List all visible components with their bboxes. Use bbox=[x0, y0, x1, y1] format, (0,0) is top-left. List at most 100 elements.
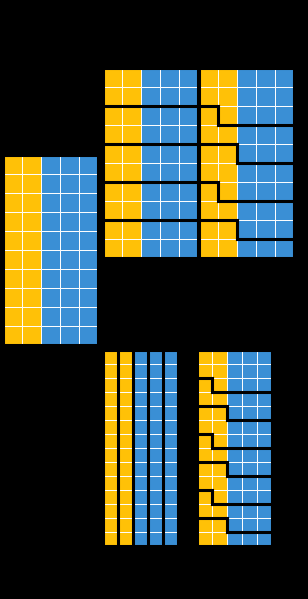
Bar bbox=[237, 201, 256, 220]
Bar bbox=[41, 288, 60, 307]
Bar bbox=[275, 106, 294, 125]
Bar bbox=[133, 448, 148, 462]
Bar bbox=[212, 392, 227, 406]
Bar bbox=[60, 326, 79, 345]
Bar bbox=[197, 378, 212, 392]
Bar bbox=[103, 144, 122, 163]
Bar bbox=[199, 68, 218, 87]
Bar bbox=[41, 212, 60, 231]
Bar bbox=[22, 307, 41, 326]
Bar bbox=[133, 434, 148, 448]
Bar bbox=[197, 476, 212, 490]
Bar bbox=[41, 231, 60, 250]
Bar bbox=[257, 476, 272, 490]
Bar bbox=[160, 68, 179, 87]
Bar bbox=[212, 504, 227, 518]
Bar bbox=[179, 182, 198, 201]
Bar bbox=[199, 106, 218, 125]
Bar bbox=[218, 201, 237, 220]
Bar bbox=[103, 68, 122, 87]
Bar bbox=[197, 420, 212, 434]
Bar bbox=[199, 144, 218, 163]
Bar bbox=[22, 174, 41, 193]
Bar bbox=[41, 250, 60, 269]
Bar bbox=[218, 125, 237, 144]
Bar bbox=[257, 434, 272, 448]
Bar bbox=[197, 504, 212, 518]
Bar bbox=[227, 378, 242, 392]
Bar bbox=[122, 144, 141, 163]
Bar bbox=[237, 125, 256, 144]
Bar bbox=[160, 182, 179, 201]
Bar bbox=[148, 392, 163, 406]
Bar bbox=[199, 201, 218, 220]
Bar bbox=[179, 68, 198, 87]
Bar bbox=[118, 378, 133, 392]
Bar bbox=[79, 307, 98, 326]
Bar bbox=[163, 378, 178, 392]
Bar bbox=[118, 350, 133, 364]
Bar bbox=[103, 448, 118, 462]
Bar bbox=[218, 144, 237, 163]
Bar bbox=[275, 163, 294, 182]
Bar bbox=[257, 420, 272, 434]
Bar bbox=[275, 201, 294, 220]
Bar bbox=[218, 106, 237, 125]
Bar bbox=[103, 239, 122, 258]
Bar bbox=[60, 307, 79, 326]
Bar bbox=[60, 288, 79, 307]
Bar bbox=[103, 504, 118, 518]
Bar bbox=[79, 212, 98, 231]
Bar bbox=[103, 364, 118, 378]
Bar bbox=[148, 364, 163, 378]
Bar bbox=[256, 106, 275, 125]
Bar bbox=[79, 231, 98, 250]
Bar bbox=[160, 125, 179, 144]
Bar bbox=[122, 163, 141, 182]
Bar bbox=[242, 350, 257, 364]
Bar bbox=[179, 125, 198, 144]
Bar bbox=[148, 434, 163, 448]
Bar bbox=[242, 378, 257, 392]
Bar bbox=[163, 532, 178, 546]
Bar bbox=[3, 269, 22, 288]
Bar bbox=[237, 87, 256, 106]
Bar bbox=[22, 269, 41, 288]
Bar bbox=[242, 476, 257, 490]
Bar bbox=[227, 420, 242, 434]
Bar bbox=[197, 406, 212, 420]
Bar bbox=[118, 462, 133, 476]
Bar bbox=[227, 476, 242, 490]
Bar bbox=[237, 239, 256, 258]
Bar bbox=[163, 448, 178, 462]
Bar bbox=[256, 239, 275, 258]
Bar bbox=[41, 307, 60, 326]
Bar bbox=[103, 350, 118, 364]
Bar bbox=[133, 462, 148, 476]
Bar bbox=[275, 144, 294, 163]
Bar bbox=[212, 378, 227, 392]
Bar bbox=[160, 239, 179, 258]
Bar bbox=[256, 201, 275, 220]
Bar bbox=[41, 155, 60, 174]
Bar bbox=[41, 269, 60, 288]
Bar bbox=[212, 518, 227, 532]
Bar bbox=[3, 155, 22, 174]
Bar bbox=[199, 87, 218, 106]
Bar bbox=[212, 406, 227, 420]
Bar bbox=[122, 201, 141, 220]
Bar bbox=[122, 239, 141, 258]
Bar bbox=[79, 174, 98, 193]
Bar bbox=[118, 504, 133, 518]
Bar bbox=[227, 392, 242, 406]
Bar bbox=[22, 250, 41, 269]
Bar bbox=[212, 420, 227, 434]
Bar bbox=[148, 532, 163, 546]
Bar bbox=[122, 106, 141, 125]
Bar bbox=[141, 239, 160, 258]
Bar bbox=[79, 269, 98, 288]
Bar bbox=[237, 106, 256, 125]
Bar bbox=[197, 350, 212, 364]
Bar bbox=[148, 350, 163, 364]
Bar bbox=[237, 182, 256, 201]
